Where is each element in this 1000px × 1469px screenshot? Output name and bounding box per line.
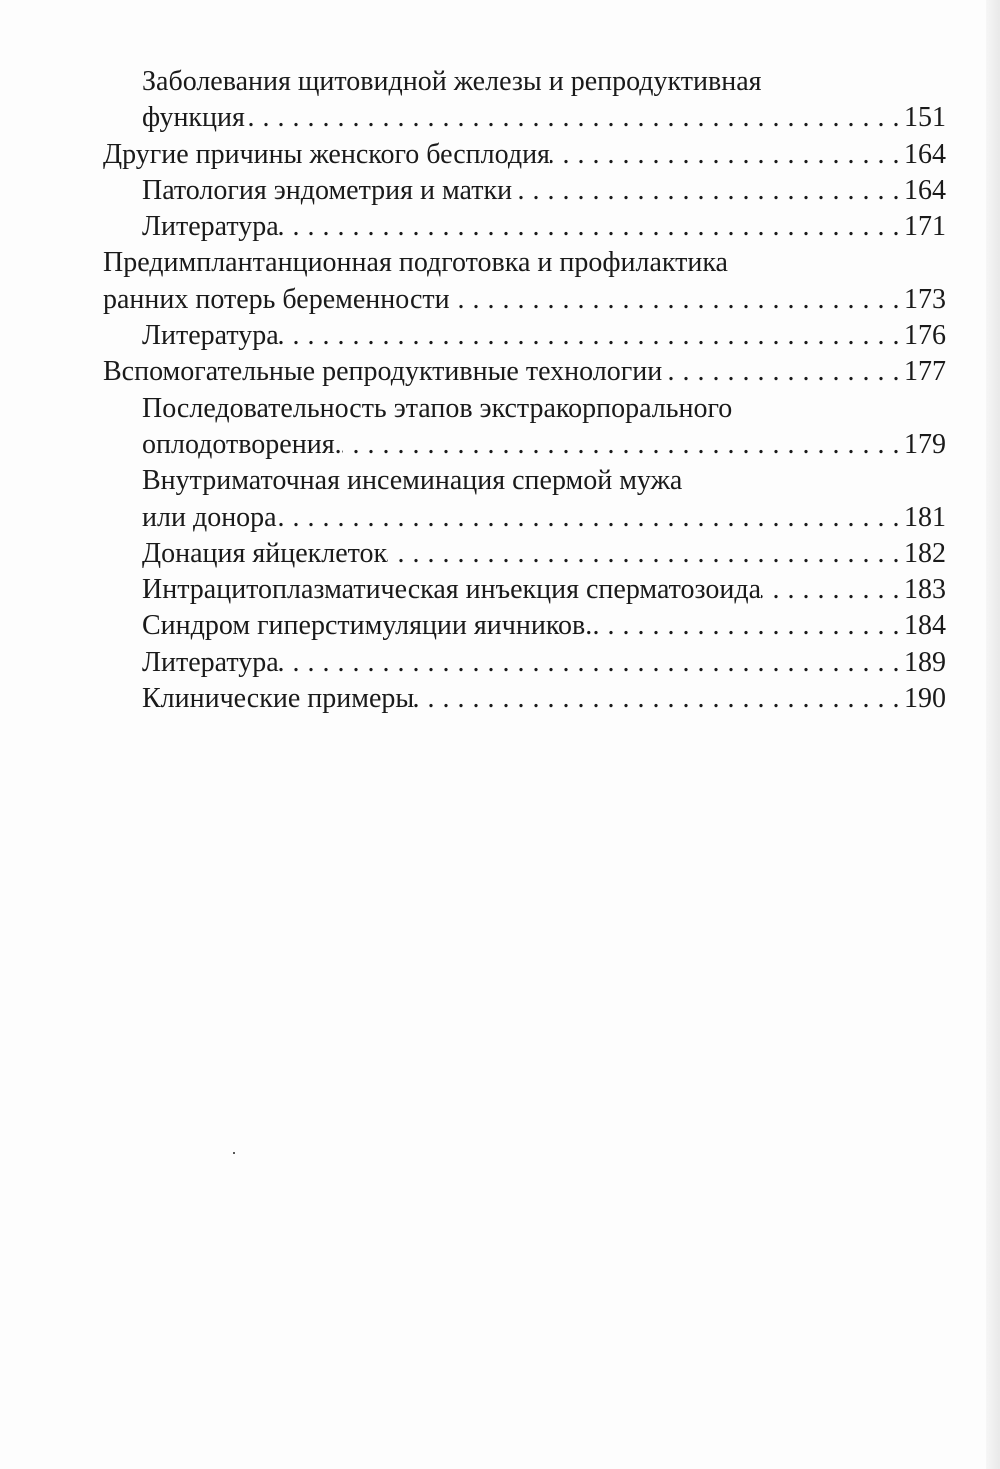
dot-leader <box>592 608 902 644</box>
toc-entry-line: или донора 181 <box>142 500 946 536</box>
toc-entry-line: Донация яйцеклеток 182 <box>142 536 946 572</box>
toc-page-number: 184 <box>904 610 946 642</box>
toc-page-number: 164 <box>904 174 946 206</box>
toc-entry[interactable]: Другие причины женского бесплодия 164 <box>103 137 946 173</box>
toc-page-number: 177 <box>904 356 946 388</box>
toc-entry-line: Предимплантанционная подготовка и профил… <box>103 245 946 281</box>
page-edge-shadow <box>986 0 1000 1469</box>
toc-page-number: 189 <box>904 646 946 678</box>
dot-leader <box>387 536 902 572</box>
toc-entry-line: Вспомогательные репродуктивные технологи… <box>103 354 946 390</box>
toc-page-number: 181 <box>904 501 946 533</box>
toc-entry-title: Вспомогательные репродуктивные технологи… <box>103 356 663 388</box>
table-of-contents: Заболевания щитовидной железы и репродук… <box>103 64 946 717</box>
dot-leader <box>277 500 902 536</box>
toc-entry[interactable]: Интрацитоплазматическая инъекция спермат… <box>103 572 946 608</box>
dot-leader <box>279 645 902 681</box>
toc-entry-title: Литература <box>142 320 279 352</box>
toc-page-number: 183 <box>904 574 946 606</box>
toc-page-number: 182 <box>904 537 946 569</box>
toc-entry-line: ранних потерь беременности 173 <box>103 282 946 318</box>
toc-entry[interactable]: Литература 176 <box>103 318 946 354</box>
toc-entry-line: Последовательность этапов экстракорпорал… <box>142 391 946 427</box>
dot-leader <box>245 100 902 136</box>
toc-entry[interactable]: Клинические примеры 190 <box>103 681 946 717</box>
dot-leader <box>279 318 902 354</box>
toc-entry[interactable]: Патология эндометрия и матки 164 <box>103 173 946 209</box>
toc-page-number: 190 <box>904 683 946 715</box>
toc-entry-line: Литература 176 <box>142 318 946 354</box>
toc-entry-line: Заболевания щитовидной железы и репродук… <box>142 64 946 100</box>
toc-page-number: 179 <box>904 428 946 460</box>
toc-entry[interactable]: Синдром гиперстимуляции яичников. 184 <box>103 608 946 644</box>
toc-entry[interactable]: Литература 171 <box>103 209 946 245</box>
toc-entry-line: Другие причины женского бесплодия 164 <box>103 137 946 173</box>
dot-leader <box>662 354 902 390</box>
toc-entry-title: Патология эндометрия и матки <box>142 174 513 206</box>
toc-page-number: 151 <box>904 102 946 134</box>
dot-leader <box>550 137 902 173</box>
toc-page-number: 173 <box>904 283 946 315</box>
dot-leader <box>279 209 902 245</box>
toc-entry-title: Заболевания щитовидной железы и репродук… <box>142 66 762 97</box>
toc-entry-title: Литература <box>142 646 279 678</box>
toc-entry-title: ранних потерь беременности <box>103 283 450 315</box>
toc-entry-line: Интрацитоплазматическая инъекция спермат… <box>142 572 946 608</box>
toc-entry-title: Последовательность этапов экстракорпорал… <box>142 392 733 424</box>
toc-entry-line: Внутриматочная инсеминация спермой мужа <box>142 463 946 499</box>
toc-entry-line: функция 151 <box>142 100 946 136</box>
toc-entry-title: Другие причины женского бесплодия <box>103 138 550 170</box>
toc-entry-title: Синдром гиперстимуляции яичников. <box>142 610 593 642</box>
toc-entry[interactable]: Вспомогательные репродуктивные технологи… <box>103 354 946 390</box>
dot-leader <box>512 173 902 209</box>
toc-page-number: 176 <box>904 320 946 352</box>
toc-entry-title: Донация яйцеклеток <box>142 537 388 569</box>
toc-entry-title: Клинические примеры <box>142 683 415 715</box>
toc-entry-title: оплодотворения. <box>142 428 342 460</box>
toc-entry-line: Патология эндометрия и матки 164 <box>142 173 946 209</box>
toc-entry[interactable]: Предимплантанционная подготовка и профил… <box>103 245 946 318</box>
toc-entry-line: оплодотворения. 179 <box>142 427 946 463</box>
toc-entry-line: Литература 189 <box>142 645 946 681</box>
toc-entry-title: функция <box>142 102 245 134</box>
toc-entry[interactable]: Последовательность этапов экстракорпорал… <box>103 391 946 464</box>
toc-page-number: 164 <box>904 138 946 170</box>
toc-page-number: 171 <box>904 211 946 243</box>
toc-entry-line: Литература 171 <box>142 209 946 245</box>
toc-entry[interactable]: Внутриматочная инсеминация спермой мужа и… <box>103 463 946 536</box>
toc-entry[interactable]: Донация яйцеклеток 182 <box>103 536 946 572</box>
toc-entry-title: Литература <box>142 211 279 243</box>
toc-entry-title: Внутриматочная инсеминация спермой мужа <box>142 465 683 497</box>
toc-entry-line: Синдром гиперстимуляции яичников. 184 <box>142 608 946 644</box>
dot-leader <box>342 427 902 463</box>
print-speck <box>233 1152 235 1154</box>
dot-leader <box>414 681 902 717</box>
toc-entry[interactable]: Литература 189 <box>103 645 946 681</box>
toc-entry[interactable]: Заболевания щитовидной железы и репродук… <box>103 64 946 137</box>
toc-entry-title: Интрацитоплазматическая инъекция спермат… <box>142 574 762 606</box>
toc-entry-line: Клинические примеры 190 <box>142 681 946 717</box>
dot-leader <box>450 282 902 318</box>
toc-entry-title: Предимплантанционная подготовка и профил… <box>103 247 728 279</box>
toc-entry-title: или донора <box>142 501 277 533</box>
dot-leader <box>761 572 902 608</box>
